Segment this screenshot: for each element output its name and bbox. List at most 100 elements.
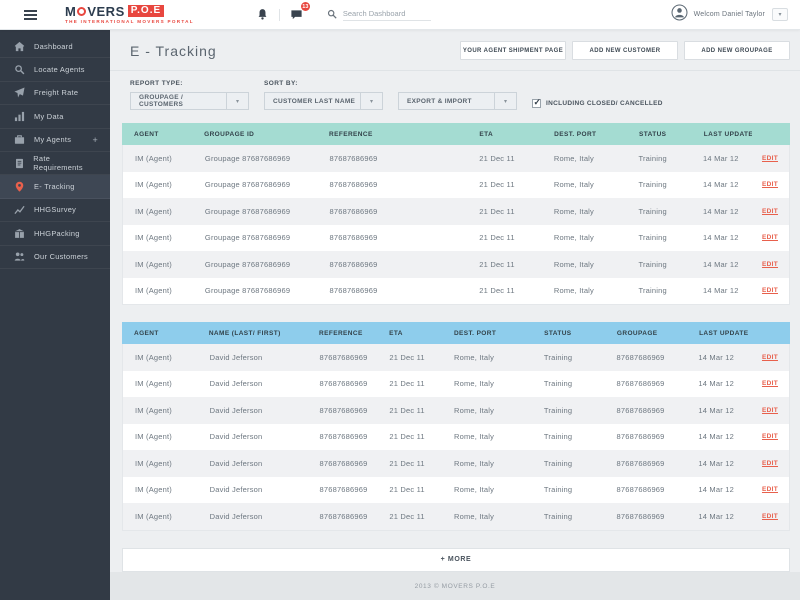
sidebar-item-locate-agents[interactable]: Locate Agents xyxy=(0,58,110,82)
table-cell: IM (Agent) xyxy=(135,286,173,296)
edit-link[interactable]: EDIT xyxy=(761,380,778,388)
table-cell: David Jeferson xyxy=(209,511,263,521)
table-row: IM (Agent) David Jeferson 87687686969 21 De… xyxy=(123,370,789,397)
notifications-bell-icon[interactable] xyxy=(256,8,269,21)
column-header: GROUPAGE xyxy=(616,329,658,337)
table-cell: Rome, Italy xyxy=(453,379,495,389)
sort-by-dropdown[interactable]: CUSTOMER LAST NAME ▾ xyxy=(264,92,383,110)
edit-link[interactable]: EDIT xyxy=(761,433,778,441)
sidebar-item-rate-requirements[interactable]: Rate Requirements xyxy=(0,152,110,176)
user-greeting: Welcom Daniel Taylor xyxy=(693,11,765,18)
table-cell: 21 Dec 11 xyxy=(389,511,425,521)
including-closed-cancelled-checkbox-group[interactable]: INCLUDING CLOSED/ CANCELLED xyxy=(532,80,663,110)
copyright-text: 2013 © MOVERS P.O.E xyxy=(414,582,496,590)
column-header: STATUS xyxy=(638,130,667,138)
sidebar-item-label: HHGSurvey xyxy=(34,205,77,215)
column-header: AGENT xyxy=(134,329,159,337)
edit-link[interactable]: EDIT xyxy=(761,154,778,162)
including-closed-cancelled-checkbox[interactable] xyxy=(532,97,541,108)
sidebar-item-dashboard[interactable]: Dashboard xyxy=(0,35,110,59)
more-button[interactable]: + MORE xyxy=(122,547,790,572)
table-cell: IM (Agent) xyxy=(135,352,173,362)
table-cell: 87687686969 xyxy=(616,432,665,442)
edit-link[interactable]: EDIT xyxy=(761,512,778,520)
table-cell: Training xyxy=(638,153,667,163)
sidebar-item-label: My Data xyxy=(34,111,64,121)
search-input[interactable] xyxy=(342,8,431,21)
table-cell: 14 Mar 12 xyxy=(703,286,739,296)
table-cell: IM (Agent) xyxy=(135,432,173,442)
table-row: IM (Agent) David Jeferson 87687686969 21 De… xyxy=(123,397,789,424)
brand-logo[interactable]: M VERS P.O.E THE INTERNATIONAL MOVERS POR… xyxy=(65,5,194,25)
report-type-label: REPORT TYPE: xyxy=(130,80,183,87)
chevron-down-icon: ▾ xyxy=(494,93,516,109)
table-cell: 14 Mar 12 xyxy=(698,352,734,362)
edit-link[interactable]: EDIT xyxy=(761,486,778,494)
sidebar-menu: Dashboard Locate Agents Freight Rate My Dat… xyxy=(0,30,110,269)
table-cell: Training xyxy=(638,233,667,243)
table-cell: David Jeferson xyxy=(209,352,263,362)
table-cell: Rome, Italy xyxy=(553,286,595,296)
add-new-customer-button[interactable]: ADD NEW CUSTOMER xyxy=(572,41,678,60)
edit-link[interactable]: EDIT xyxy=(761,260,778,268)
table-cell: 21 Dec 11 xyxy=(479,259,515,269)
column-header: ETA xyxy=(389,329,403,337)
table-row: IM (Agent) Groupage 87687686969 8768768696… xyxy=(123,277,789,304)
table-cell: 87687686969 xyxy=(319,485,368,495)
sidebar-item-our-customers[interactable]: Our Customers xyxy=(0,246,110,269)
table-cell: IM (Agent) xyxy=(135,259,173,269)
table-cell: Rome, Italy xyxy=(453,511,495,521)
table-cell: IM (Agent) xyxy=(135,511,173,521)
table-cell: 87687686969 xyxy=(319,511,368,521)
messages-icon[interactable]: 13 xyxy=(290,2,310,21)
edit-link[interactable]: EDIT xyxy=(761,287,778,295)
table-cell: Rome, Italy xyxy=(553,233,595,243)
table-cell: 14 Mar 12 xyxy=(703,206,739,216)
user-menu-chevron-down-icon[interactable]: ▾ xyxy=(772,8,788,21)
table-cell: 87687686969 xyxy=(329,233,378,243)
table-cell: Rome, Italy xyxy=(453,432,495,442)
customers-table-header: AGENT NAME (LAST/ FIRST) REFERENCE ETA DEST.… xyxy=(122,322,790,344)
edit-link[interactable]: EDIT xyxy=(761,459,778,467)
table-cell: Training xyxy=(543,352,573,362)
table-cell: Rome, Italy xyxy=(553,180,595,190)
sidebar-item-freight-rate[interactable]: Freight Rate xyxy=(0,82,110,106)
sidebar-item-e-tracking[interactable]: E- Tracking xyxy=(0,175,110,199)
footer: 2013 © MOVERS P.O.E xyxy=(110,572,800,600)
table-cell: 14 Mar 12 xyxy=(698,432,734,442)
users-icon xyxy=(14,251,26,263)
column-header: ETA xyxy=(479,130,494,138)
sidebar-item-hhgsurvey[interactable]: HHGSurvey xyxy=(0,199,110,223)
plus-icon: + xyxy=(92,134,98,145)
messages-badge: 13 xyxy=(300,2,310,11)
edit-link[interactable]: EDIT xyxy=(761,406,778,414)
table-cell: Training xyxy=(638,286,667,296)
table-cell: Groupage 87687686969 xyxy=(204,233,291,243)
package-icon xyxy=(14,227,26,239)
column-header: AGENT xyxy=(134,130,159,138)
table-cell: IM (Agent) xyxy=(135,405,173,415)
table-cell: 87687686969 xyxy=(329,153,378,163)
table-cell: Training xyxy=(543,379,573,389)
table-cell: Training xyxy=(543,405,573,415)
table-cell: 21 Dec 11 xyxy=(389,458,425,468)
sidebar-item-my-data[interactable]: My Data xyxy=(0,105,110,129)
table-cell: IM (Agent) xyxy=(135,379,173,389)
sidebar-item-hhgpacking[interactable]: HHGPacking xyxy=(0,222,110,246)
sidebar-item-my-agents[interactable]: My Agents + xyxy=(0,129,110,152)
edit-link[interactable]: EDIT xyxy=(761,234,778,242)
edit-link[interactable]: EDIT xyxy=(761,207,778,215)
sidebar-item-label: My Agents xyxy=(34,135,72,145)
topbar-divider xyxy=(278,8,280,21)
edit-link[interactable]: EDIT xyxy=(761,353,778,361)
add-new-groupage-button[interactable]: ADD NEW GROUPAGE xyxy=(684,41,790,60)
your-agent-shipment-page-button[interactable]: YOUR AGENT SHIPMENT PAGE xyxy=(460,41,566,60)
table-cell: 14 Mar 12 xyxy=(698,511,734,521)
user-avatar[interactable] xyxy=(671,4,688,26)
report-type-dropdown[interactable]: GROUPAGE / CUSTOMERS ▾ xyxy=(130,92,249,110)
export-import-dropdown[interactable]: EXPORT & IMPORT ▾ xyxy=(398,92,517,110)
menu-hamburger-icon[interactable] xyxy=(24,8,37,22)
table-cell: 21 Dec 11 xyxy=(389,405,425,415)
edit-link[interactable]: EDIT xyxy=(761,181,778,189)
export-import-value: EXPORT & IMPORT xyxy=(407,97,472,105)
